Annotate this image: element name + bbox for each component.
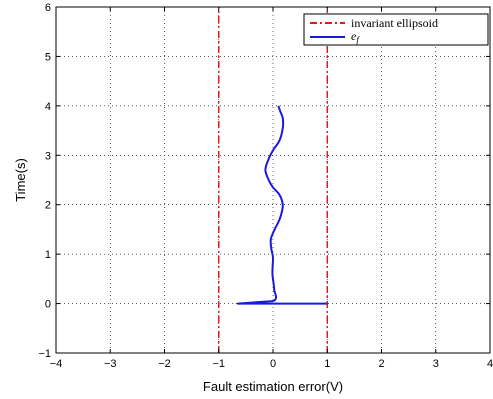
x-tick-label: −2 bbox=[158, 358, 171, 370]
legend-label-invariant-ellipsoid: invariant ellipsoid bbox=[351, 16, 438, 30]
x-tick-label: 0 bbox=[270, 358, 276, 370]
x-tick-labels: −4 −3 −2 −1 0 1 2 3 4 bbox=[50, 358, 493, 370]
y-tick-label: 6 bbox=[45, 2, 51, 14]
legend: invariant ellipsoid ef bbox=[303, 13, 489, 46]
y-tick-label: 0 bbox=[45, 299, 51, 311]
y-tick-labels: −1 0 1 2 3 4 5 6 bbox=[38, 2, 51, 360]
legend-label-ef-main: e bbox=[351, 29, 357, 43]
x-tick-label: −1 bbox=[212, 358, 225, 370]
x-tick-label: 4 bbox=[487, 358, 493, 370]
legend-label-ef-subscript: f bbox=[356, 35, 360, 45]
x-tick-label: 1 bbox=[324, 358, 330, 370]
axis-ticks bbox=[55, 6, 491, 354]
ef-series-line bbox=[236, 105, 328, 305]
x-tick-label: 2 bbox=[378, 358, 384, 370]
y-tick-label: 1 bbox=[45, 249, 51, 261]
legend-label-ef: ef bbox=[351, 29, 360, 45]
y-tick-label: −1 bbox=[38, 348, 51, 360]
x-tick-label: 3 bbox=[433, 358, 439, 370]
legend-box bbox=[303, 13, 489, 46]
y-tick-label: 5 bbox=[45, 51, 51, 63]
y-tick-label: 3 bbox=[45, 150, 51, 162]
y-tick-label: 2 bbox=[45, 200, 51, 212]
x-axis-label: Fault estimation error(V) bbox=[203, 379, 343, 394]
x-tick-label: −3 bbox=[104, 358, 117, 370]
y-axis-label: Time(s) bbox=[13, 158, 28, 202]
x-tick-label: −4 bbox=[50, 358, 63, 370]
y-tick-label: 4 bbox=[45, 101, 51, 113]
invariant-ellipsoid-series bbox=[218, 7, 328, 353]
